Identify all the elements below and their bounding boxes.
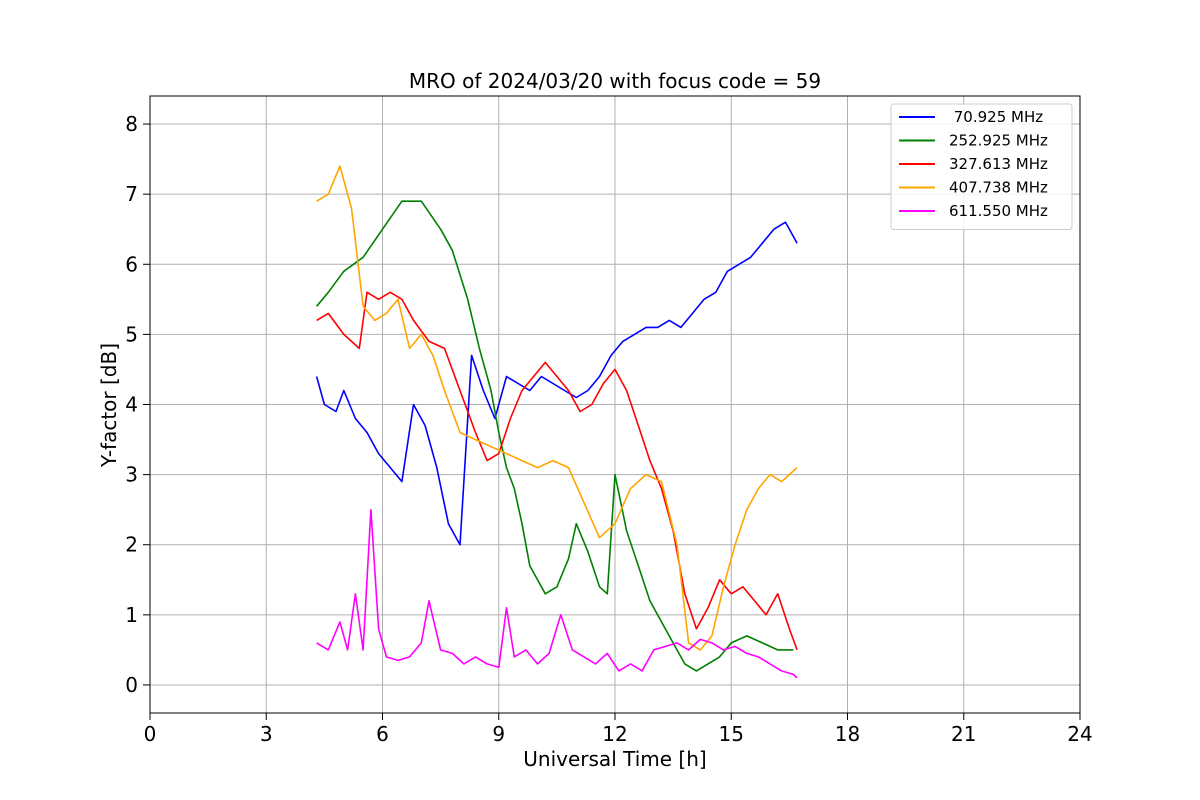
legend-label: 407.738 MHz — [949, 179, 1048, 197]
y-tick-label: 7 — [125, 182, 138, 206]
y-axis-label: Y-factor [dB] — [97, 343, 121, 468]
x-tick-label: 9 — [492, 722, 505, 746]
series-line-0 — [315, 221, 798, 546]
y-axis: 0 1 2 3 4 5 6 7 8 — [125, 112, 150, 697]
legend-label: 70.925 MHz — [949, 108, 1043, 126]
y-tick-label: 8 — [125, 112, 138, 136]
x-tick-label: 0 — [144, 722, 157, 746]
x-tick-label: 18 — [835, 722, 860, 746]
series-line-3 — [316, 165, 798, 651]
x-tick-label: 21 — [951, 722, 976, 746]
x-tick-label: 15 — [719, 722, 744, 746]
x-tick-label: 24 — [1067, 722, 1092, 746]
legend-label: 252.925 MHz — [949, 132, 1048, 150]
y-tick-label: 0 — [125, 673, 138, 697]
legend-box — [890, 103, 1073, 230]
y-tick-label: 3 — [125, 463, 138, 487]
y-tick-label: 6 — [125, 252, 138, 276]
series-line-4 — [316, 508, 798, 679]
legend-label: 327.613 MHz — [949, 155, 1048, 173]
chart-title: MRO of 2024/03/20 with focus code = 59 — [409, 69, 821, 93]
legend-label: 611.550 MHz — [949, 202, 1048, 220]
y-tick-label: 4 — [125, 393, 138, 417]
y-tick-label: 5 — [125, 322, 138, 346]
x-tick-label: 12 — [602, 722, 627, 746]
x-axis-label: Universal Time [h] — [523, 747, 706, 771]
y-tick-label: 1 — [125, 603, 138, 627]
series-group — [315, 165, 798, 679]
x-tick-label: 6 — [376, 722, 389, 746]
x-tick-label: 3 — [260, 722, 273, 746]
legend: 70.925 MHz 252.925 MHz 327.613 MHz 407.738 … — [890, 103, 1073, 230]
x-axis: 0 3 6 9 12 15 18 21 24 — [144, 713, 1093, 746]
y-tick-label: 2 — [125, 533, 138, 557]
series-line-1 — [315, 200, 794, 672]
